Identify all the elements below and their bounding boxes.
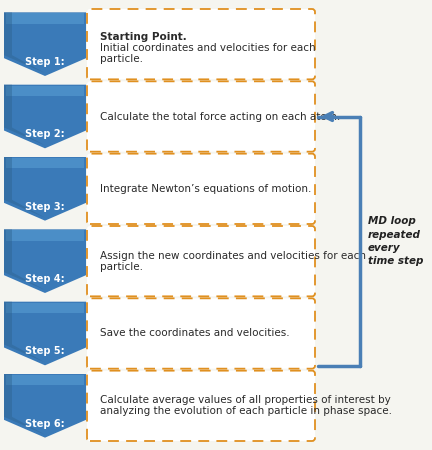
Text: MD loop
repeated
every
time step: MD loop repeated every time step: [368, 216, 423, 266]
Polygon shape: [6, 230, 84, 241]
Polygon shape: [4, 374, 45, 435]
Polygon shape: [4, 302, 45, 362]
FancyBboxPatch shape: [87, 298, 315, 369]
Polygon shape: [4, 157, 86, 220]
Polygon shape: [6, 375, 84, 386]
Text: Step 6:: Step 6:: [25, 418, 65, 429]
Polygon shape: [4, 12, 45, 73]
Polygon shape: [6, 158, 84, 168]
Text: Step 3:: Step 3:: [25, 202, 65, 211]
Text: Calculate average values of all properties of interest by: Calculate average values of all properti…: [100, 396, 391, 405]
Text: Step 1:: Step 1:: [25, 57, 65, 67]
Polygon shape: [6, 86, 84, 96]
Polygon shape: [6, 14, 84, 24]
Polygon shape: [4, 85, 45, 145]
FancyBboxPatch shape: [87, 9, 315, 79]
Text: particle.: particle.: [100, 54, 143, 64]
FancyBboxPatch shape: [87, 226, 315, 297]
Polygon shape: [6, 303, 84, 313]
Text: Step 5:: Step 5:: [25, 346, 65, 356]
Polygon shape: [4, 374, 86, 438]
Polygon shape: [4, 12, 86, 76]
FancyBboxPatch shape: [87, 371, 315, 441]
Text: Starting Point.: Starting Point.: [100, 32, 187, 42]
Text: Initial coordinates and velocities for each: Initial coordinates and velocities for e…: [100, 43, 316, 53]
Polygon shape: [4, 85, 86, 148]
FancyBboxPatch shape: [87, 153, 315, 224]
Text: particle.: particle.: [100, 261, 143, 272]
FancyBboxPatch shape: [87, 81, 315, 152]
Polygon shape: [4, 230, 86, 293]
Text: analyzing the evolution of each particle in phase space.: analyzing the evolution of each particle…: [100, 406, 392, 416]
Polygon shape: [4, 302, 86, 365]
Text: Save the coordinates and velocities.: Save the coordinates and velocities.: [100, 328, 289, 338]
Text: Assign the new coordinates and velocities for each: Assign the new coordinates and velocitie…: [100, 251, 366, 261]
Text: Step 2:: Step 2:: [25, 129, 65, 140]
Text: Calculate the total force acting on each atom.: Calculate the total force acting on each…: [100, 112, 340, 122]
Text: Integrate Newton’s equations of motion.: Integrate Newton’s equations of motion.: [100, 184, 311, 194]
Polygon shape: [4, 230, 45, 290]
Polygon shape: [4, 157, 45, 218]
Text: Step 4:: Step 4:: [25, 274, 65, 284]
